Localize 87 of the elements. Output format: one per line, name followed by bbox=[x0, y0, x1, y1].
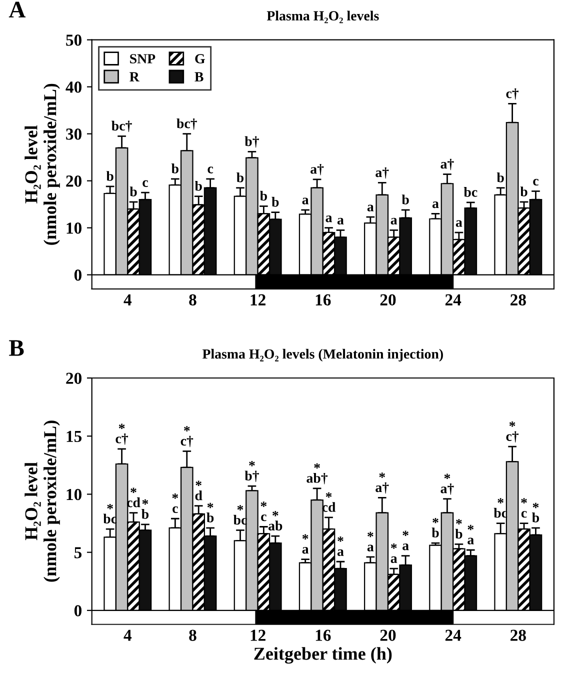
data-label: a† bbox=[376, 167, 389, 179]
y-tick-label: 20 bbox=[66, 176, 82, 187]
data-label: a bbox=[326, 216, 332, 222]
y-axis-title: H₂O₂ level (nmole peroxide/mL) bbox=[24, 84, 60, 245]
data-label: * c† bbox=[116, 424, 128, 445]
data-label: * ab† bbox=[306, 463, 328, 484]
data-label: bc† bbox=[176, 118, 197, 130]
data-label: b bbox=[520, 186, 528, 196]
y-tick-label: 0 bbox=[74, 270, 82, 281]
x-tick-label: 4 bbox=[124, 630, 132, 641]
data-label: * a bbox=[390, 544, 398, 563]
data-label: * b bbox=[455, 519, 462, 539]
y-tick-label: 15 bbox=[66, 430, 82, 442]
data-label: bc bbox=[464, 187, 478, 197]
y-tick-label: 50 bbox=[66, 34, 82, 46]
data-label: * c† bbox=[180, 426, 194, 448]
data-label: b bbox=[194, 180, 202, 191]
x-tick-label: 4 bbox=[124, 294, 132, 306]
data-label: * a bbox=[402, 530, 409, 550]
legend-label: SNP bbox=[130, 54, 156, 64]
data-label: a bbox=[390, 218, 398, 225]
y-tick-label: 5 bbox=[74, 547, 82, 558]
x-tick-label: 8 bbox=[189, 294, 196, 306]
data-label: b bbox=[402, 194, 409, 204]
data-label: c bbox=[533, 178, 538, 186]
data-label: * b bbox=[206, 502, 214, 522]
x-tick-label: 16 bbox=[316, 294, 331, 306]
data-label: * d bbox=[195, 480, 202, 500]
data-label: * a bbox=[468, 524, 474, 544]
text: A bbox=[8, 2, 26, 18]
x-tick-label: 8 bbox=[189, 630, 196, 641]
data-label: b bbox=[130, 186, 137, 196]
data-label: b bbox=[236, 172, 244, 182]
x-tick-label: 28 bbox=[510, 294, 526, 306]
data-label: b bbox=[260, 190, 267, 201]
data-label: b bbox=[496, 172, 504, 182]
data-label: * a† bbox=[376, 472, 389, 494]
data-label: * c† bbox=[506, 421, 518, 442]
y-tick-label: 20 bbox=[66, 372, 82, 384]
data-label: * a† bbox=[440, 474, 454, 495]
data-label: a bbox=[456, 220, 462, 227]
x-tick-label: 12 bbox=[250, 294, 266, 306]
data-label: * b bbox=[432, 518, 439, 538]
data-label: a bbox=[302, 198, 309, 204]
x-tick-label: 20 bbox=[380, 294, 396, 306]
y-tick-label: 30 bbox=[66, 128, 82, 140]
data-label: b† bbox=[244, 136, 259, 148]
chart-title: Plasma H₂O₂ levels (Melatonin injection) bbox=[202, 348, 443, 362]
data-label: b bbox=[272, 196, 279, 207]
data-label: a bbox=[432, 201, 439, 208]
data-label: bc† bbox=[112, 120, 132, 132]
x-tick-label: 12 bbox=[250, 630, 266, 641]
data-label: * b bbox=[532, 502, 540, 522]
legend-label: B bbox=[194, 72, 204, 82]
data-label: * b bbox=[142, 499, 149, 519]
x-tick-label: 24 bbox=[445, 630, 462, 641]
data-label: c† bbox=[506, 88, 518, 100]
data-label: * a bbox=[367, 532, 374, 552]
data-label: * a bbox=[302, 534, 309, 554]
y-tick-label: 10 bbox=[66, 488, 82, 500]
data-label: * c bbox=[260, 502, 267, 522]
data-label: * c bbox=[521, 498, 527, 518]
data-label: * ab bbox=[268, 510, 282, 530]
data-label: * a bbox=[337, 536, 344, 556]
data-label: b bbox=[171, 164, 178, 174]
y-tick-label: 0 bbox=[74, 605, 82, 616]
x-tick-label: 16 bbox=[316, 630, 331, 641]
data-label: a bbox=[367, 204, 374, 212]
x-tick-label: 24 bbox=[445, 294, 462, 306]
data-label: a† bbox=[310, 164, 324, 176]
data-label: * b† bbox=[244, 460, 259, 482]
x-tick-label: 20 bbox=[380, 630, 396, 641]
y-tick-label: 10 bbox=[66, 222, 82, 234]
legend-label: R bbox=[130, 72, 140, 82]
y-axis-title: H₂O₂ level (nmole peroxide/mL) bbox=[24, 420, 60, 582]
text: B bbox=[9, 340, 24, 356]
data-label: b bbox=[106, 171, 114, 181]
chart-title: Plasma H₂O₂ levels bbox=[266, 10, 379, 24]
y-tick-label: 40 bbox=[66, 82, 82, 93]
data-label: a bbox=[337, 218, 344, 225]
x-axis-title: Zeitgeber time (h) bbox=[254, 647, 392, 664]
legend-label: G bbox=[195, 54, 205, 64]
data-label: c bbox=[208, 166, 214, 174]
data-label: * c bbox=[172, 494, 178, 514]
x-tick-label: 28 bbox=[510, 630, 526, 641]
data-label: c bbox=[142, 180, 148, 187]
data-label: a† bbox=[440, 158, 454, 170]
